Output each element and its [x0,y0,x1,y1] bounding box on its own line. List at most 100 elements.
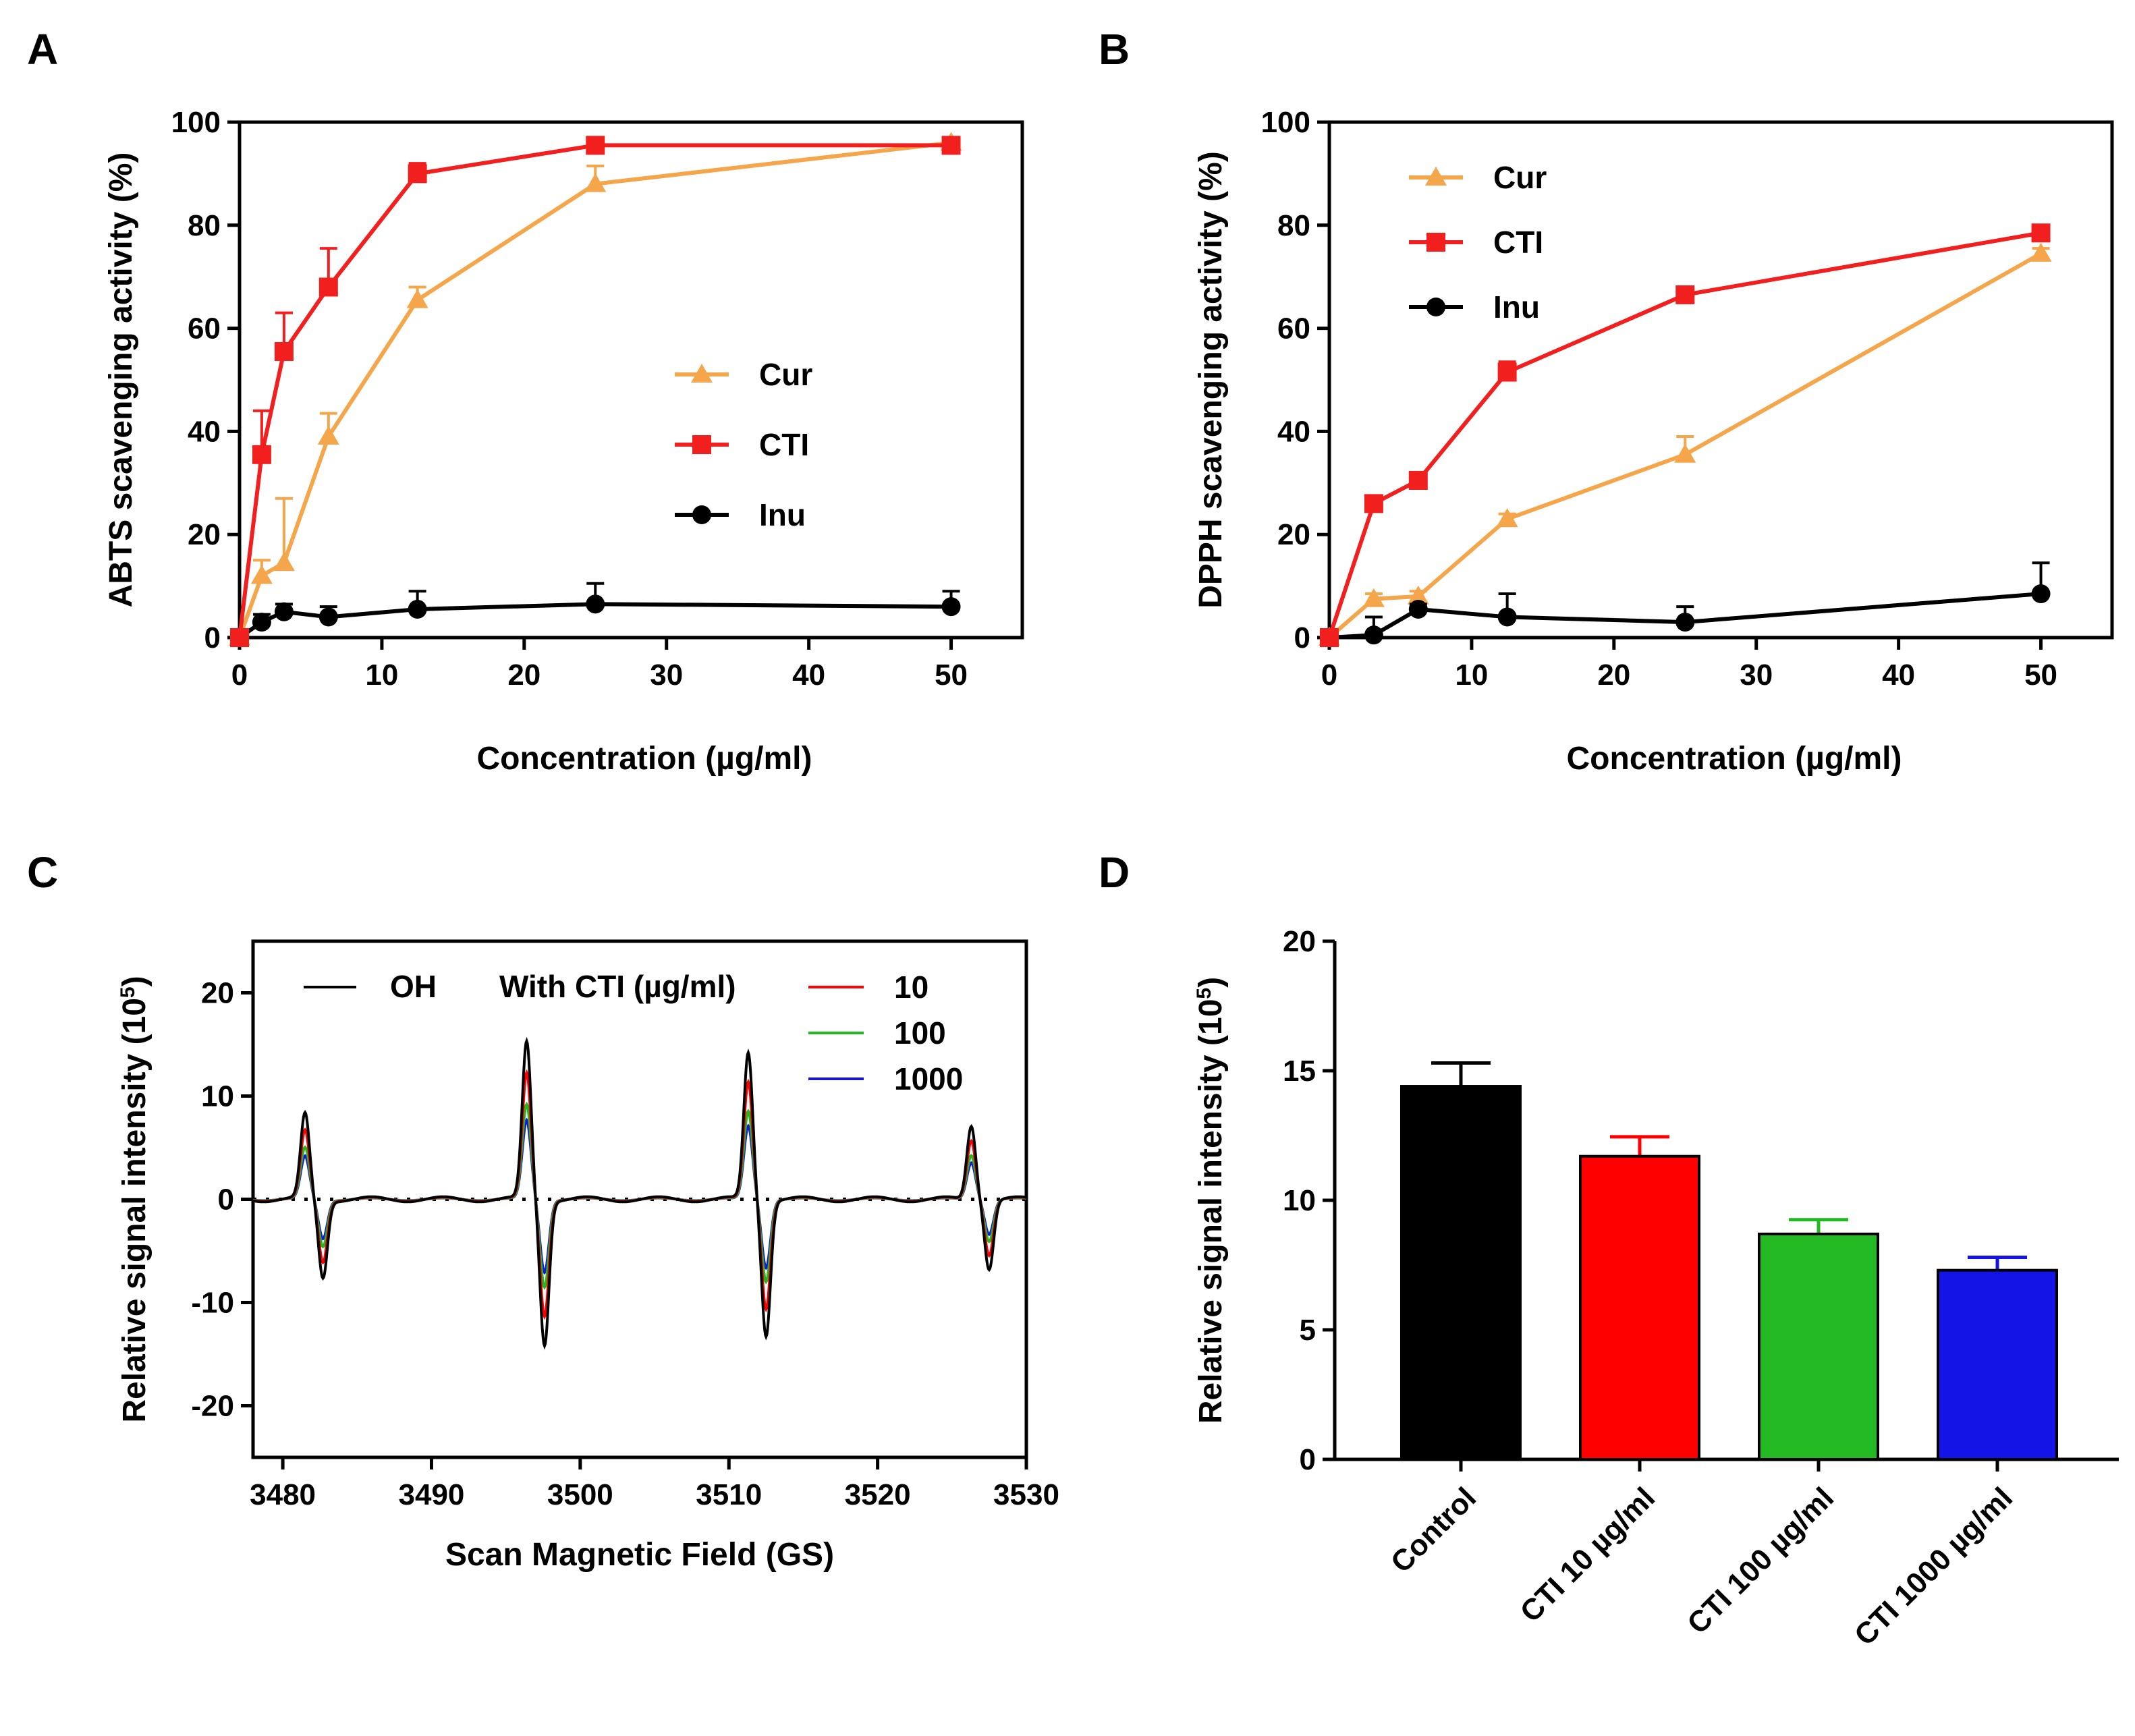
panel-b-point-inu [1364,625,1383,645]
panel-letter-b: B [1099,25,1130,74]
panel-d-y-axis-label-end: ) [1193,977,1229,988]
panel-a-point-cti [230,628,249,647]
panel-d-category-label: CTI 1000 µg/ml [1848,1481,2019,1652]
panel-b-point-cti [1408,470,1428,490]
panel-c-x-tick-label: 3490 [399,1478,465,1511]
panel-letter-c: C [27,848,58,897]
panel-b-point-cti [1320,628,1339,647]
panel-a-point-inu [586,594,605,614]
panel-c-legend-label-oh: OH [390,969,437,1004]
panel-b-legend-label-inu: Inu [1493,289,1540,325]
panel-d-y-tick-label: 0 [1300,1443,1316,1476]
panel-c-y-tick-label: 0 [218,1183,234,1216]
panel-a-legend-label-inu: Inu [759,497,806,532]
panel-b-point-cur [1674,443,1696,463]
panel-a-y-tick-label: 20 [188,518,221,551]
panel-a-y-tick-label: 60 [188,312,221,345]
panel-d-bar-2 [1758,1232,1879,1461]
panel-a-x-tick-label: 50 [935,659,968,692]
panel-a-series-line-cur [238,140,951,639]
panel-b-x-tick-label: 20 [1597,659,1630,692]
panel-a-y-tick-label: 0 [204,621,221,654]
panel-a-plot-frame [238,120,1024,640]
panel-b-point-cur [2030,242,2052,262]
panel-c-x-tick-label: 3480 [250,1478,316,1511]
panel-c-spectrum-line-10 [252,1069,1027,1320]
panel-b-x-tick-label: 50 [2024,659,2057,692]
panel-c-x-tick-label: 3530 [993,1478,1059,1511]
panel-d-y-axis-label-main: Relative signal intensity (10 [1193,999,1229,1424]
panel-a-point-cur [584,173,607,192]
panel-c-spectrum-line-oh [252,1036,1027,1350]
panel-b-point-cur [1496,508,1518,528]
panel-a-point-cti [408,164,427,184]
panel-b-y-tick-label: 80 [1277,209,1310,242]
panel-a-point-cur [406,289,428,308]
panel-b-series-line-cti [1327,231,2042,638]
panel-b-point-cur [1362,588,1385,607]
panel-b-legend-marker-cur [1425,167,1447,186]
panel-b-y-tick-label: 100 [1261,106,1310,139]
panel-c-esr-spectrum: -20 -10 0 10 20 3480 3490 3500 3510 3520 3530 Scan … [117,939,1059,1573]
panel-c-y-tick-label: -20 [191,1390,234,1423]
panel-b-point-cti [1497,362,1517,382]
panel-d-y-tick-label: 20 [1283,925,1316,958]
panel-letter-d: D [1099,848,1130,897]
panel-a-y-tick-label: 80 [188,209,221,242]
panel-b-point-inu [1408,599,1428,619]
panel-a-point-cur [273,552,295,571]
panel-b-y-axis-label: DPPH scavenging activity (%) [1193,151,1229,609]
panel-a-point-inu [252,613,271,632]
panel-b-point-inu [2031,584,2051,604]
panel-b-point-inu [1497,607,1517,627]
panel-d-y-tick-label: 5 [1300,1314,1316,1347]
panel-c-x-tick-label: 3510 [696,1478,762,1511]
panel-c-y-tick-label: -10 [191,1287,234,1320]
panel-a-x-tick-label: 30 [650,659,683,692]
panel-a-x-axis-label: Concentration (µg/ml) [477,741,812,777]
panel-a-point-inu [274,602,294,621]
panel-a-point-cti [586,136,605,155]
panel-d-category-label: CTI 100 µg/ml [1681,1481,1840,1640]
panel-b-point-cti [2031,223,2051,243]
panel-a-x-tick-label: 20 [507,659,540,692]
panel-a-point-inu [941,597,961,617]
panel-a-x-tick-label: 0 [231,659,248,692]
panel-b-y-tick-label: 20 [1277,518,1310,551]
panel-a-legend-marker-cur [691,364,713,383]
panel-a-y-tick-label: 40 [188,415,221,448]
panel-d-category-label: Control [1385,1481,1482,1579]
panel-c-y-axis-label-exponent: 5 [117,986,139,998]
panel-b-y-tick-label: 60 [1277,312,1310,345]
panel-d-y-tick-label: 15 [1283,1055,1316,1088]
panel-b-y-tick-label: 40 [1277,415,1310,448]
panel-c-y-axis-label-end: ) [117,976,152,986]
panel-d-bar-3 [1937,1268,2058,1461]
panel-b-legend-marker-cti [1426,233,1445,252]
panel-b-plot-frame [1327,120,2114,640]
panel-a-legend-label-cti: CTI [759,427,809,462]
panel-b-x-tick-label: 10 [1455,659,1488,692]
panel-b-x-tick-label: 0 [1321,659,1337,692]
panel-a-point-inu [408,599,427,619]
panel-b-y-tick-label: 0 [1294,621,1310,654]
panel-c-y-axis-label: Relative signal intensity (105) [117,976,153,1422]
panel-a-series-line-cti [238,143,951,638]
panel-b-legend-marker-inu [1426,298,1445,316]
panel-a-point-cti [252,445,271,464]
panel-c-x-axis-label: Scan Magnetic Field (GS) [445,1537,834,1573]
panel-a-point-inu [318,607,338,627]
panel-a-point-cur [250,565,273,584]
panel-a-abts-chart: 0 20 40 60 80 100 0 10 20 30 40 50 Concentration (µg… [103,106,1024,777]
panel-d-y-tick-label: 10 [1283,1184,1316,1217]
panel-b-legend-label-cti: CTI [1493,225,1543,260]
panel-d-bar-0 [1400,1085,1522,1461]
panel-a-point-cti [318,277,338,297]
panel-a-x-tick-label: 40 [792,659,825,692]
panel-a-legend-marker-cti [692,435,711,454]
panel-c-y-axis-label-main: Relative signal intensity (10 [117,998,152,1423]
panel-b-dpph-chart: 0 20 40 60 80 100 0 10 20 30 40 50 Concentration (µg… [1193,106,2114,777]
panel-a-x-tick-label: 10 [365,659,398,692]
